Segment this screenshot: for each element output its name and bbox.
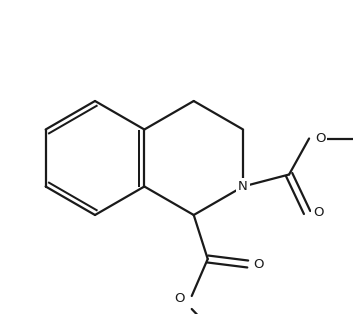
- Text: O: O: [315, 132, 325, 145]
- Text: O: O: [253, 257, 264, 270]
- Text: O: O: [174, 291, 185, 305]
- Text: O: O: [313, 206, 323, 219]
- Text: N: N: [238, 180, 248, 193]
